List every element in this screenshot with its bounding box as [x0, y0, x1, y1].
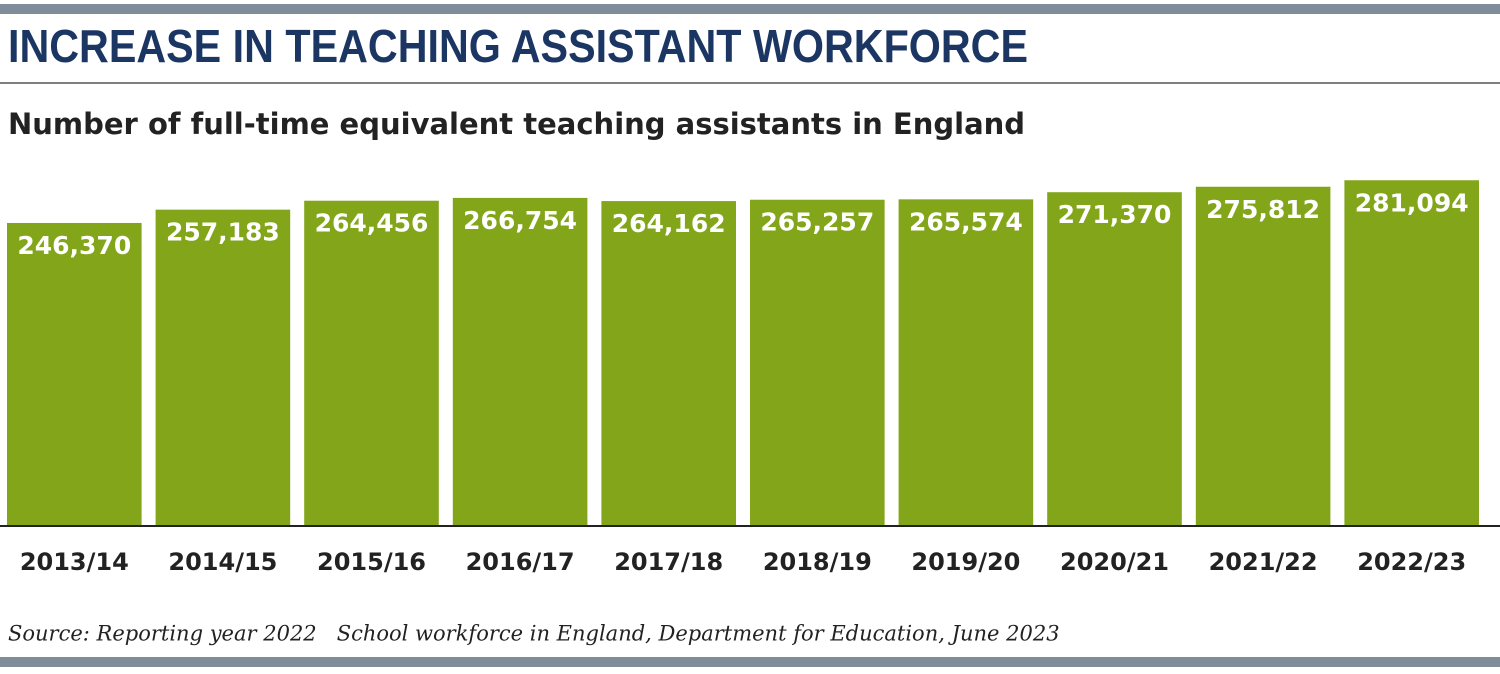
bar [601, 201, 736, 526]
value-label: 264,162 [612, 209, 726, 238]
x-tick-label: 2016/17 [466, 548, 575, 576]
value-label: 265,574 [909, 207, 1023, 236]
bar [1195, 186, 1331, 527]
x-tick-label: 2022/23 [1357, 548, 1466, 576]
bar [750, 199, 885, 526]
value-label: 257,183 [166, 218, 280, 247]
top-rule [0, 4, 1500, 14]
bar [155, 209, 291, 526]
value-label: 265,257 [760, 208, 874, 237]
chart-title: INCREASE IN TEACHING ASSISTANT WORKFORCE [8, 20, 1028, 72]
x-tick-label: 2020/21 [1060, 548, 1169, 576]
value-label: 264,456 [315, 209, 429, 238]
bar [1344, 180, 1479, 526]
value-label: 271,370 [1058, 200, 1172, 229]
x-tick-label: 2021/22 [1209, 548, 1318, 576]
bar [7, 222, 142, 526]
x-tick-label: 2015/16 [317, 548, 426, 576]
value-label: 281,094 [1355, 188, 1469, 217]
bar [1047, 192, 1182, 526]
bar [304, 200, 439, 526]
x-tick-label: 2018/19 [763, 548, 872, 576]
value-label: 266,754 [463, 206, 577, 235]
value-label: 246,370 [17, 231, 131, 260]
bottom-rule [0, 657, 1500, 667]
x-tick-label: 2014/15 [168, 548, 277, 576]
source-note: Source: Reporting year 2022 School workf… [8, 622, 1060, 646]
bar [898, 199, 1034, 526]
x-tick-label: 2017/18 [614, 548, 723, 576]
value-label: 275,812 [1206, 195, 1320, 224]
x-tick-label: 2019/20 [911, 548, 1020, 576]
bar [452, 197, 588, 526]
chart-subtitle: Number of full-time equivalent teaching … [8, 107, 1025, 141]
x-tick-label: 2013/14 [20, 548, 129, 576]
